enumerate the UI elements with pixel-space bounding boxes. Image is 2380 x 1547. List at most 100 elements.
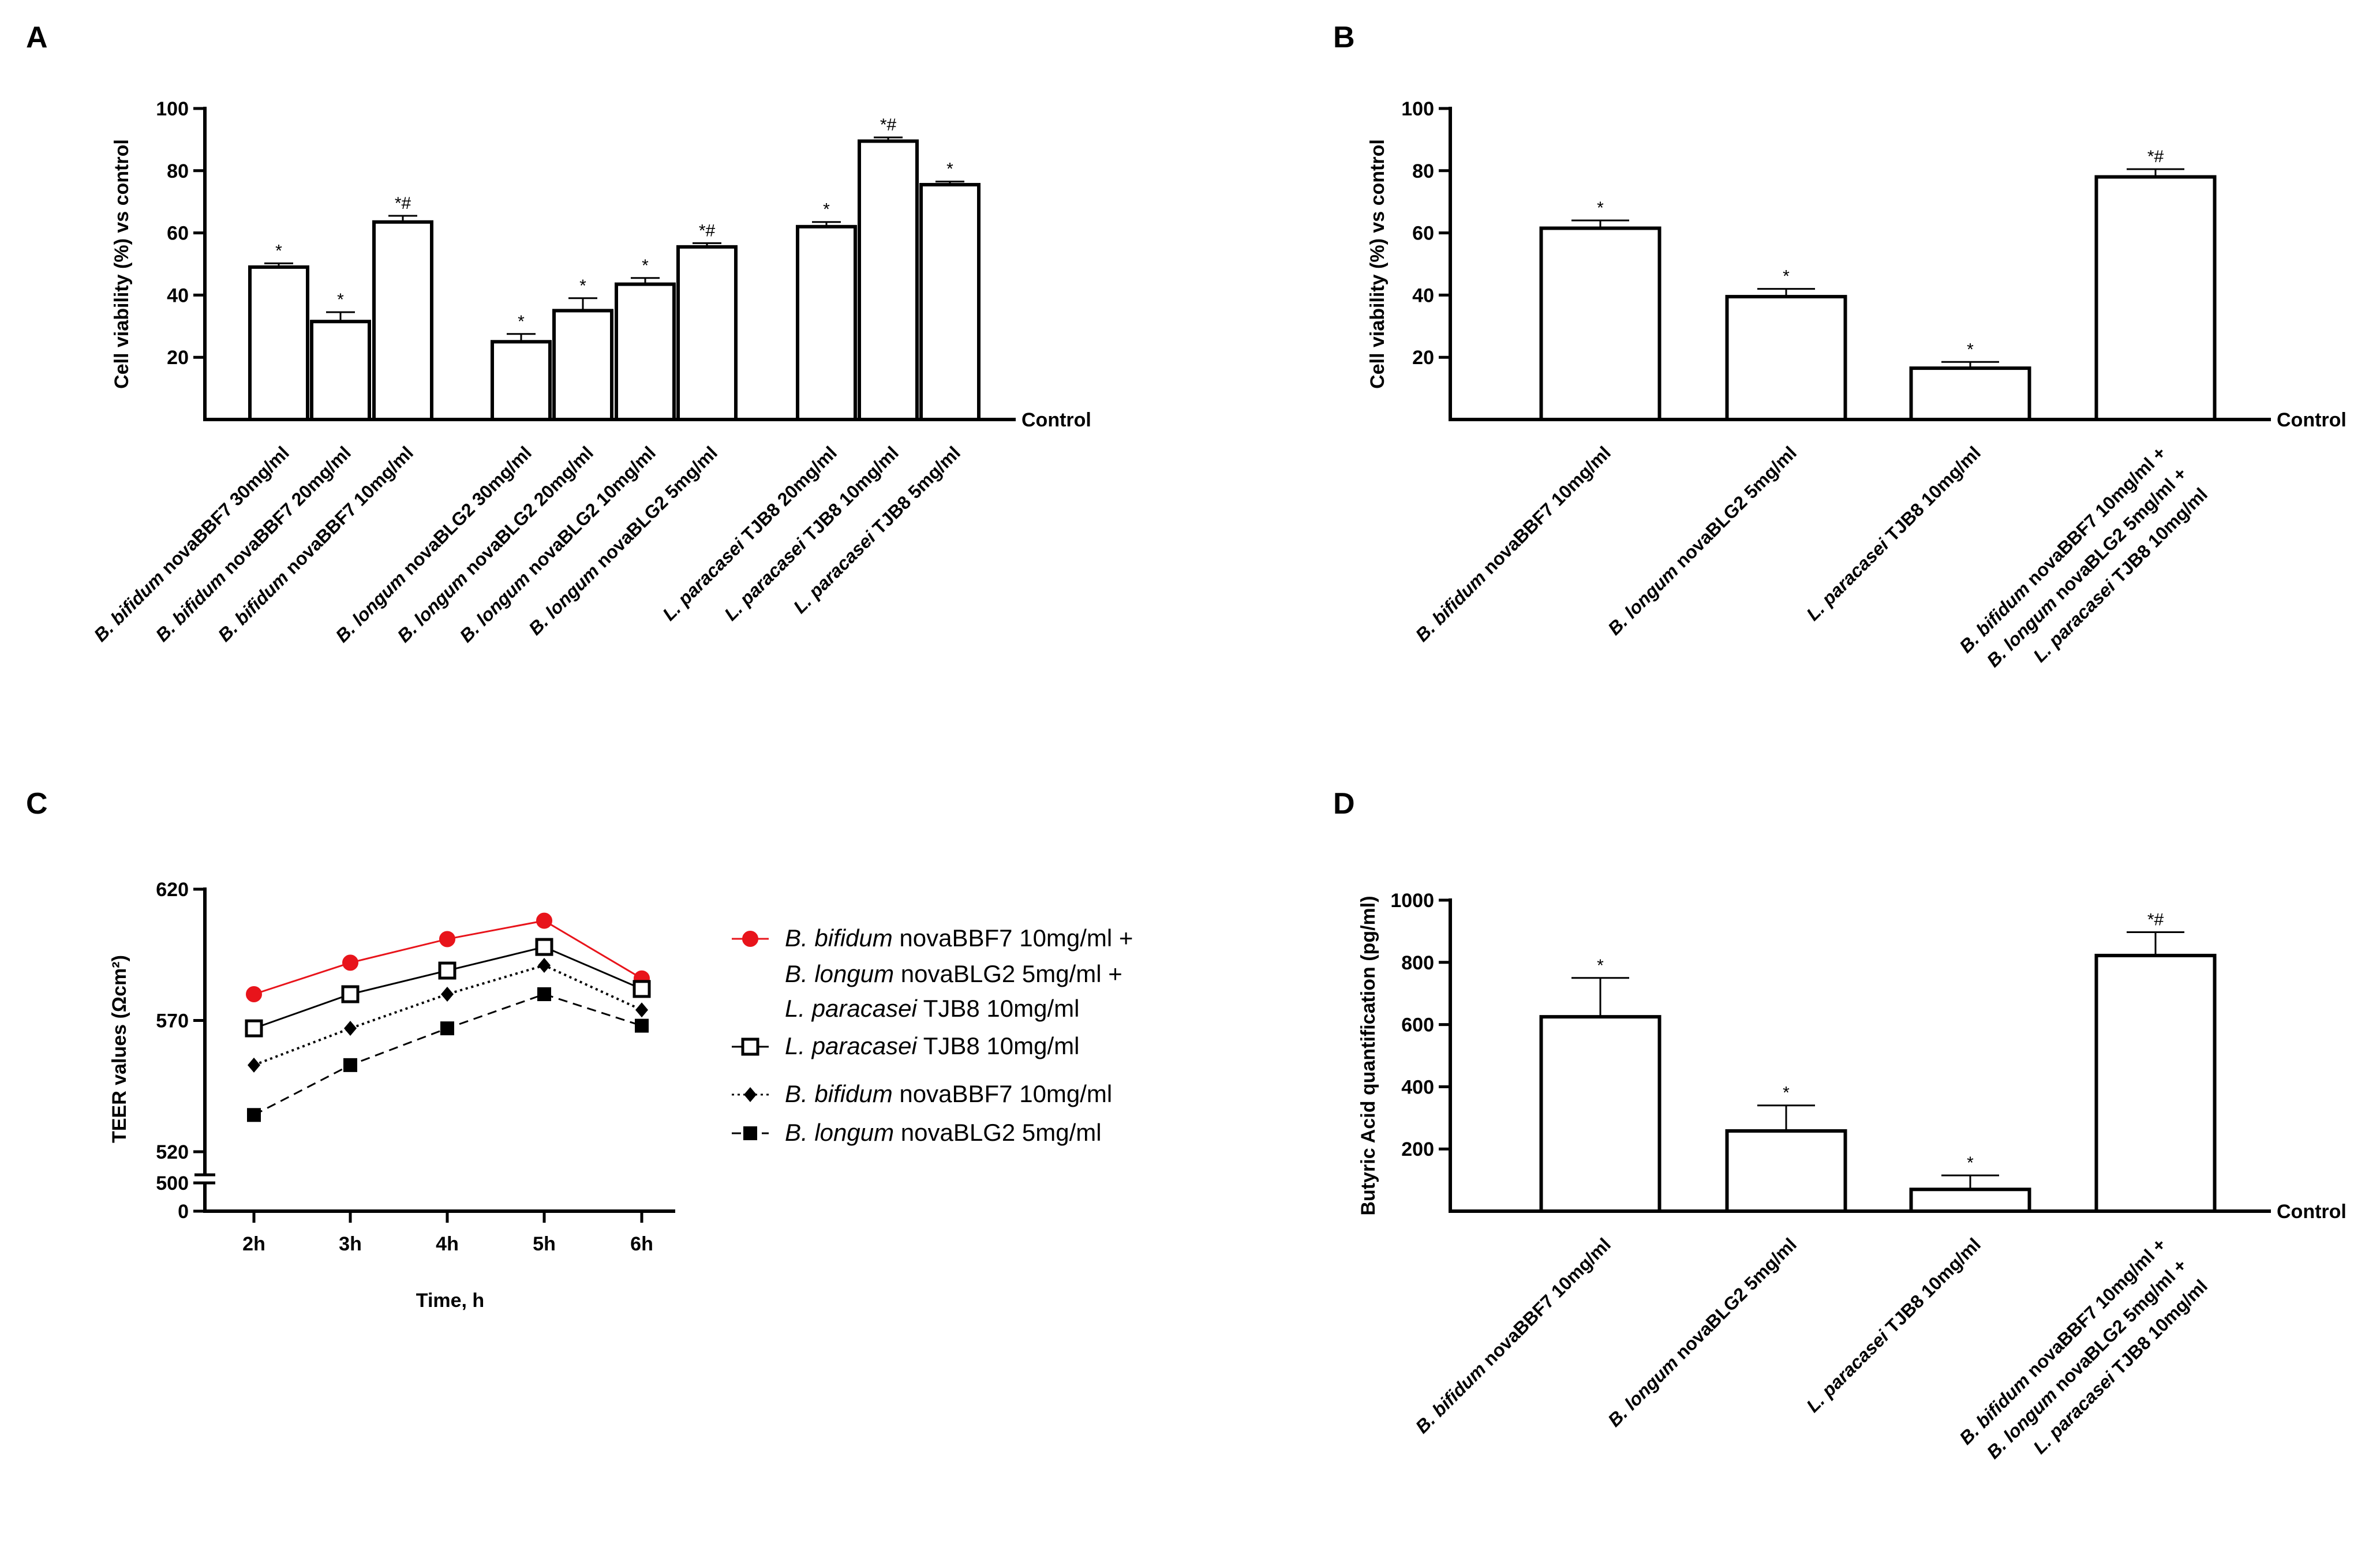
panel-c-chart: 520 570 620 0 500 2h 3h 4h 5h 6h Time, h TEER value… [108, 879, 1133, 1312]
y-tick-label: 20 [1412, 347, 1434, 369]
legend-label: B. bifidum novaBBF7 10mg/ml [785, 1080, 1112, 1107]
significance-label: * [1967, 1153, 1974, 1173]
series-point [441, 987, 454, 1002]
series-point [343, 1058, 357, 1072]
series-point [439, 931, 455, 947]
x-axis-title: Time, h [416, 1290, 484, 1312]
significance-label: * [823, 200, 830, 219]
series-point [633, 980, 651, 998]
y-axis-title: Butyric Acid quantification (pg/ml) [1357, 896, 1379, 1215]
series-line [253, 993, 642, 1116]
bar [615, 282, 676, 421]
series-point [538, 957, 551, 973]
panel-b-chart: Control 20 40 60 80 100 Cell viability (%) vs … [1367, 98, 2347, 671]
y-tick-label: 80 [167, 160, 189, 182]
series-point [635, 1018, 649, 1033]
y-tick-label: 570 [156, 1010, 189, 1032]
y-tick-label: 520 [156, 1141, 189, 1163]
series-point [535, 938, 553, 956]
category-label: L. paracasei TJB8 10mg/ml [1802, 1234, 1985, 1416]
baseline-label: Control [2277, 1201, 2347, 1223]
series-point [537, 987, 551, 1001]
baseline-label: Control [1021, 409, 1091, 431]
bar [796, 224, 857, 421]
y-tick-label: 600 [1401, 1014, 1434, 1036]
bar [1909, 366, 2031, 421]
category-label: L. paracasei TJB8 10mg/ml [1802, 442, 1985, 624]
category-label: B. longum novaBLG2 5mg/ml + [1982, 463, 2191, 671]
bar [2094, 953, 2217, 1213]
series-point [246, 986, 262, 1002]
y-tick-label: 500 [156, 1173, 189, 1194]
y-tick-label: 1000 [1390, 890, 1434, 912]
series-point [741, 1037, 759, 1056]
x-tick-label: 5h [533, 1233, 556, 1255]
panel-letter-d: D [1333, 787, 1355, 821]
bar [491, 340, 552, 421]
significance-label: * [1783, 267, 1790, 286]
legend-label: B. bifidum novaBBF7 10mg/ml + [785, 924, 1133, 952]
series-point [743, 1126, 757, 1140]
series-point [342, 954, 358, 971]
significance-label: * [1597, 956, 1604, 975]
panel-a-chart: Control 20 40 60 80 100 Cell viability (%) vs … [90, 98, 1091, 646]
category-label: L. paracasei TJB8 10mg/ml [2029, 1275, 2211, 1458]
legend-label: B. longum novaBLG2 5mg/ml [785, 1119, 1102, 1146]
panel-d-chart: Control 200 400 600 800 1000 Butyric Acid quan… [1357, 890, 2347, 1463]
significance-label: * [1597, 198, 1604, 218]
significance-label: * [946, 160, 953, 179]
bar [552, 309, 613, 421]
x-tick-label: 4h [436, 1233, 459, 1255]
series-point [635, 1002, 648, 1018]
y-tick-label: 800 [1401, 952, 1434, 974]
series-point [536, 912, 552, 929]
bar [1539, 226, 1661, 421]
panel-letter-b: B [1333, 21, 1355, 54]
bar [310, 320, 371, 422]
series-point [248, 1057, 260, 1073]
y-axis-title: Cell viability (%) vs control [111, 139, 133, 389]
y-tick-label: 0 [178, 1201, 189, 1223]
legend-label: L. paracasei TJB8 10mg/ml [785, 995, 1079, 1022]
series-point [742, 931, 758, 947]
significance-label: * [337, 290, 344, 309]
y-axis-title: Cell viability (%) vs control [1367, 139, 1389, 389]
y-tick-label: 80 [1412, 160, 1434, 182]
bar [1725, 1129, 1847, 1213]
x-tick-label: 3h [339, 1233, 362, 1255]
category-label: B. longum novaBLG2 5mg/ml + [1982, 1254, 2191, 1463]
series-point [438, 961, 456, 980]
significance-label: * [1967, 340, 1974, 359]
bar [1909, 1188, 2031, 1213]
y-tick-label: 40 [1412, 284, 1434, 306]
category-label: B. bifidum novaBBF7 10mg/ml [1412, 1234, 1615, 1437]
bar [858, 139, 919, 421]
series-point [341, 985, 360, 1003]
bar [2094, 175, 2217, 421]
y-tick-label: 100 [156, 98, 189, 120]
bar [248, 265, 309, 421]
bar [919, 183, 981, 421]
category-label: L. paracasei TJB8 10mg/ml [2029, 484, 2211, 666]
series-point [744, 1087, 757, 1102]
bar [1725, 295, 1847, 421]
x-tick-label: 6h [630, 1233, 653, 1255]
significance-label: * [579, 276, 586, 295]
series-point [247, 1108, 261, 1122]
series-point [245, 1019, 263, 1037]
bar [372, 220, 433, 421]
y-tick-label: 40 [167, 284, 189, 306]
significance-label: *# [880, 115, 897, 134]
bar [1539, 1015, 1661, 1213]
significance-label: *# [395, 194, 411, 213]
significance-label: * [518, 312, 525, 331]
significance-label: * [275, 241, 282, 260]
category-label: B. longum novaBLG2 5mg/ml [1604, 442, 1801, 639]
series-line [253, 964, 642, 1066]
y-tick-label: 200 [1401, 1138, 1434, 1160]
y-tick-label: 20 [167, 347, 189, 369]
significance-label: *# [2147, 147, 2164, 166]
y-axis-title: TEER values (Ωcm²) [108, 955, 130, 1143]
y-tick-label: 60 [167, 223, 189, 245]
